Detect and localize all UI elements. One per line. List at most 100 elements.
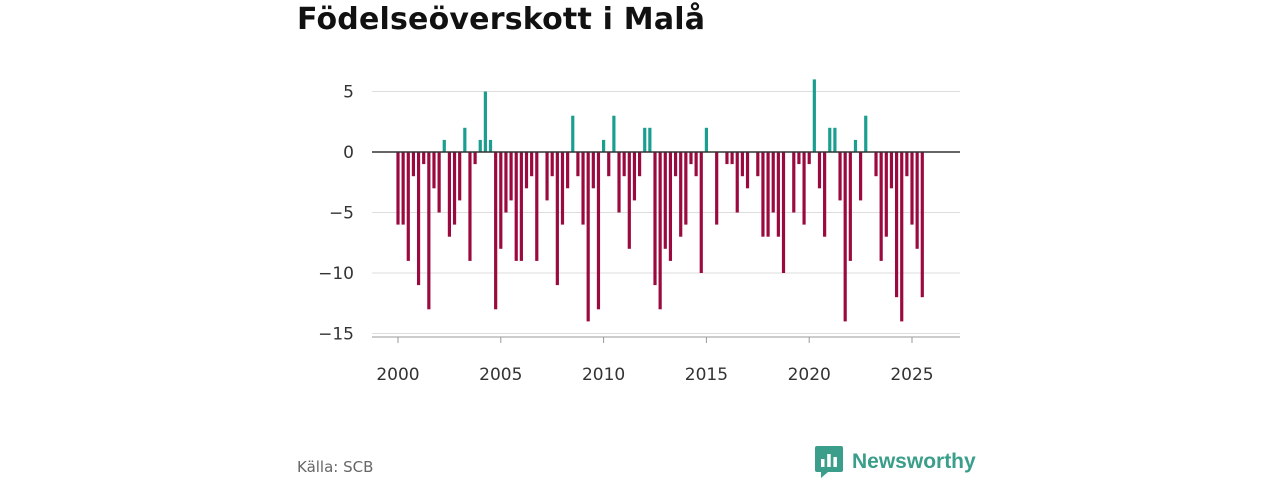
bar: [422, 152, 426, 165]
bar: [797, 152, 801, 165]
bar: [416, 152, 421, 286]
bar: [637, 152, 642, 177]
bar: [602, 139, 606, 152]
y-tick-label: 5: [343, 83, 354, 103]
bar: [632, 152, 637, 201]
bar: [499, 152, 503, 249]
y-tick-label: −5: [329, 204, 354, 224]
bar: [781, 152, 786, 273]
bar: [643, 127, 647, 152]
bar: [447, 152, 451, 237]
bar: [823, 152, 827, 237]
bar: [535, 152, 539, 261]
bar: [627, 152, 631, 249]
source-label: Källa: SCB: [297, 458, 374, 476]
bars: [396, 79, 924, 322]
bar: [483, 91, 487, 152]
bar: [494, 152, 498, 310]
bar: [555, 152, 559, 286]
bar: [915, 152, 919, 249]
bar: [889, 152, 894, 189]
brand-name: Newsworthy: [852, 450, 976, 473]
bar: [833, 127, 837, 152]
bar: [653, 152, 657, 286]
x-axis: 2000 2005 2010 2015 2020 2025: [372, 336, 960, 385]
x-tick-label: 2010: [582, 365, 625, 385]
bar: [848, 152, 852, 261]
bar: [874, 152, 878, 177]
bar: [504, 152, 508, 213]
bar: [694, 152, 698, 177]
bar: [715, 152, 719, 225]
bar: [859, 152, 863, 201]
bar: [776, 152, 780, 237]
y-axis-labels: 5 0 −5 −10 −15: [318, 83, 354, 345]
bar: [586, 152, 590, 322]
bar: [442, 139, 446, 152]
bar: [488, 139, 493, 152]
bar: [566, 152, 570, 189]
bar: [673, 152, 678, 177]
bar: [458, 152, 462, 201]
bar: [838, 152, 842, 201]
bar: [920, 152, 924, 298]
bar: [463, 127, 467, 152]
x-tick-label: 2005: [479, 365, 522, 385]
bar: [607, 152, 611, 177]
bar: [509, 152, 513, 201]
bar: [807, 152, 811, 165]
bar: [817, 152, 822, 189]
bar: [571, 115, 575, 152]
y-tick-label: −10: [318, 264, 354, 284]
x-tick-label: 2020: [788, 365, 831, 385]
bar: [396, 152, 400, 225]
bar: [596, 152, 601, 310]
bar: [663, 152, 667, 249]
bar: [792, 152, 796, 213]
bar: [519, 152, 523, 261]
bar: [894, 152, 899, 298]
bar: [530, 152, 534, 177]
bar: [684, 152, 688, 225]
bar: [766, 152, 770, 237]
bar: [452, 152, 457, 225]
bar: [622, 152, 626, 177]
bar: [514, 152, 518, 261]
chart-title: Födelseöverskott i Malå: [297, 2, 706, 37]
bar: [900, 152, 904, 322]
bar: [843, 152, 847, 322]
bar: [432, 152, 436, 189]
bar: [591, 152, 595, 189]
bar: [468, 152, 472, 261]
bar: [699, 152, 703, 273]
bar: [581, 152, 585, 225]
bar: [735, 152, 739, 213]
bar: [771, 152, 775, 213]
bar: [668, 152, 673, 261]
bar: [910, 152, 914, 225]
bar: [406, 152, 410, 261]
bar: [401, 152, 405, 225]
bar: [617, 152, 621, 213]
brand-logo: Newsworthy: [815, 446, 976, 478]
bar: [427, 152, 431, 310]
bar: [560, 152, 565, 225]
bar: [524, 152, 529, 189]
bar: [853, 139, 858, 152]
bar: [745, 152, 750, 189]
x-tick-label: 2015: [685, 365, 728, 385]
bar: [612, 115, 616, 152]
bar: [864, 115, 868, 152]
bar: [802, 152, 806, 225]
bar: [828, 127, 832, 152]
bar: [704, 127, 708, 152]
bar: [730, 152, 734, 165]
x-tick-label: 2000: [376, 365, 419, 385]
bar: [905, 152, 909, 177]
bar: [550, 152, 554, 177]
bar: [437, 152, 441, 213]
bar: [679, 152, 683, 237]
bar: [884, 152, 888, 237]
bar: [545, 152, 549, 201]
